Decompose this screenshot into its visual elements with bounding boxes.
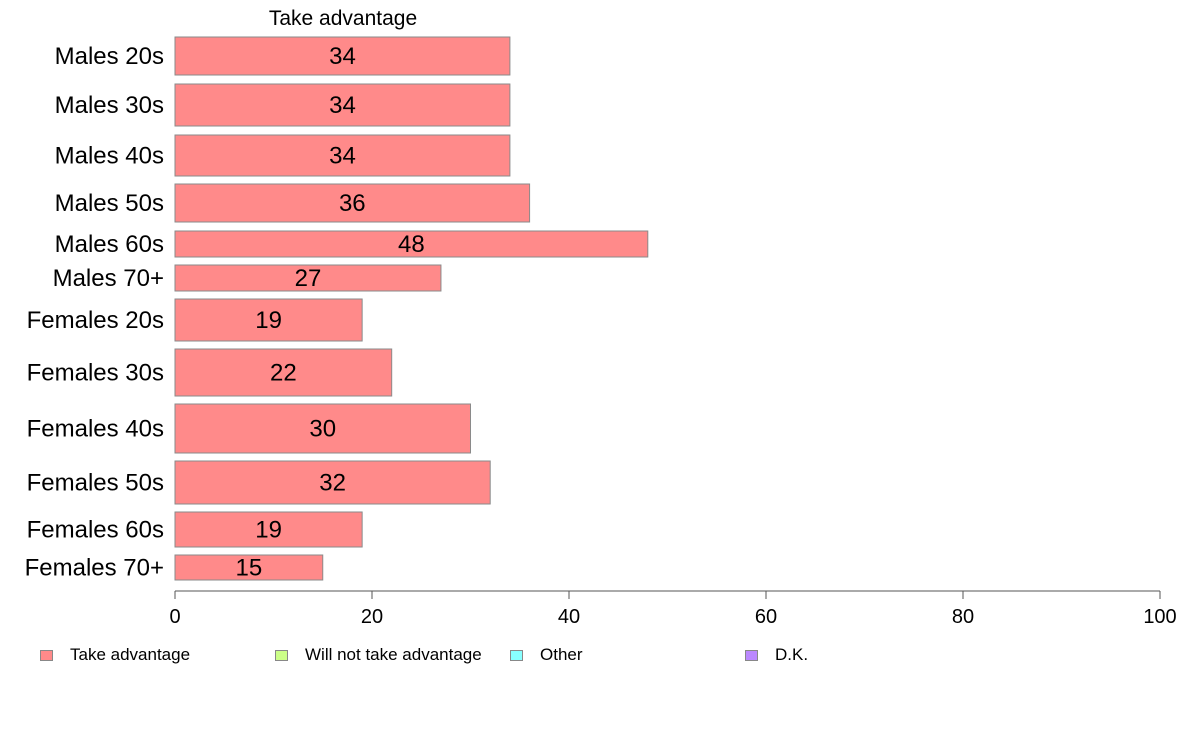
category-label: Females 70+ bbox=[25, 555, 164, 582]
bar bbox=[174, 134, 511, 177]
x-tick-label: 60 bbox=[755, 606, 777, 628]
legend-swatch bbox=[510, 649, 523, 661]
category-label: Males 40s bbox=[55, 143, 164, 170]
legend-item: Other bbox=[510, 644, 583, 666]
x-tick-label: 20 bbox=[361, 606, 383, 628]
x-tick-label: 80 bbox=[952, 606, 974, 628]
bar bbox=[174, 183, 531, 223]
bar bbox=[174, 36, 511, 76]
x-axis: 0 20 40 60 80 100 bbox=[169, 590, 1177, 628]
category-label: Females 50s bbox=[27, 470, 164, 497]
legend-item: Take advantage bbox=[40, 644, 190, 666]
data-label: 34 bbox=[329, 92, 356, 119]
category-label: Males 20s bbox=[55, 43, 164, 70]
x-tick-label: 0 bbox=[169, 606, 180, 628]
category-label: Males 70+ bbox=[53, 265, 164, 292]
legend-swatch bbox=[40, 649, 53, 661]
data-label: 32 bbox=[319, 470, 346, 497]
bar bbox=[174, 403, 471, 454]
x-tick-label: 40 bbox=[558, 606, 580, 628]
category-label: Females 40s bbox=[27, 416, 164, 443]
data-label: 48 bbox=[398, 231, 425, 258]
chart-title: Take advantage bbox=[269, 7, 417, 30]
category-label: Females 30s bbox=[27, 360, 164, 387]
category-label: Males 60s bbox=[55, 231, 164, 258]
legend: Take advantage Will not take advantage Oth… bbox=[0, 644, 1188, 668]
legend-swatch bbox=[745, 649, 758, 661]
category-label: Males 30s bbox=[55, 92, 164, 119]
data-label: 22 bbox=[270, 360, 297, 387]
bar bbox=[174, 298, 363, 342]
legend-item: Will not take advantage bbox=[275, 644, 482, 666]
bar bbox=[174, 83, 511, 127]
legend-label: Other bbox=[540, 645, 583, 664]
legend-label: D.K. bbox=[775, 645, 809, 664]
x-tick-label: 100 bbox=[1143, 606, 1176, 628]
legend-label: Will not take advantage bbox=[305, 645, 482, 664]
bar bbox=[174, 511, 363, 548]
category-label: Males 50s bbox=[55, 190, 164, 217]
legend-swatch bbox=[275, 649, 288, 661]
data-label: 19 bbox=[255, 307, 282, 334]
data-label: 27 bbox=[295, 265, 322, 292]
bar bbox=[174, 230, 649, 258]
data-label: 36 bbox=[339, 190, 366, 217]
data-label: 15 bbox=[236, 555, 263, 582]
category-label: Females 20s bbox=[27, 307, 164, 334]
bars-group: Males 20s 34 Males 30s 34 Males 40s 34 Males 5… bbox=[25, 36, 649, 582]
legend-item: D.K. bbox=[745, 644, 808, 666]
bar bbox=[174, 460, 491, 505]
category-label: Females 60s bbox=[27, 517, 164, 544]
data-label: 30 bbox=[309, 416, 336, 443]
bar bbox=[174, 264, 442, 292]
data-label: 34 bbox=[329, 43, 356, 70]
data-label: 34 bbox=[329, 143, 356, 170]
bar bbox=[174, 554, 324, 581]
legend-label: Take advantage bbox=[70, 645, 191, 664]
data-label: 19 bbox=[255, 517, 282, 544]
bar bbox=[174, 348, 393, 397]
